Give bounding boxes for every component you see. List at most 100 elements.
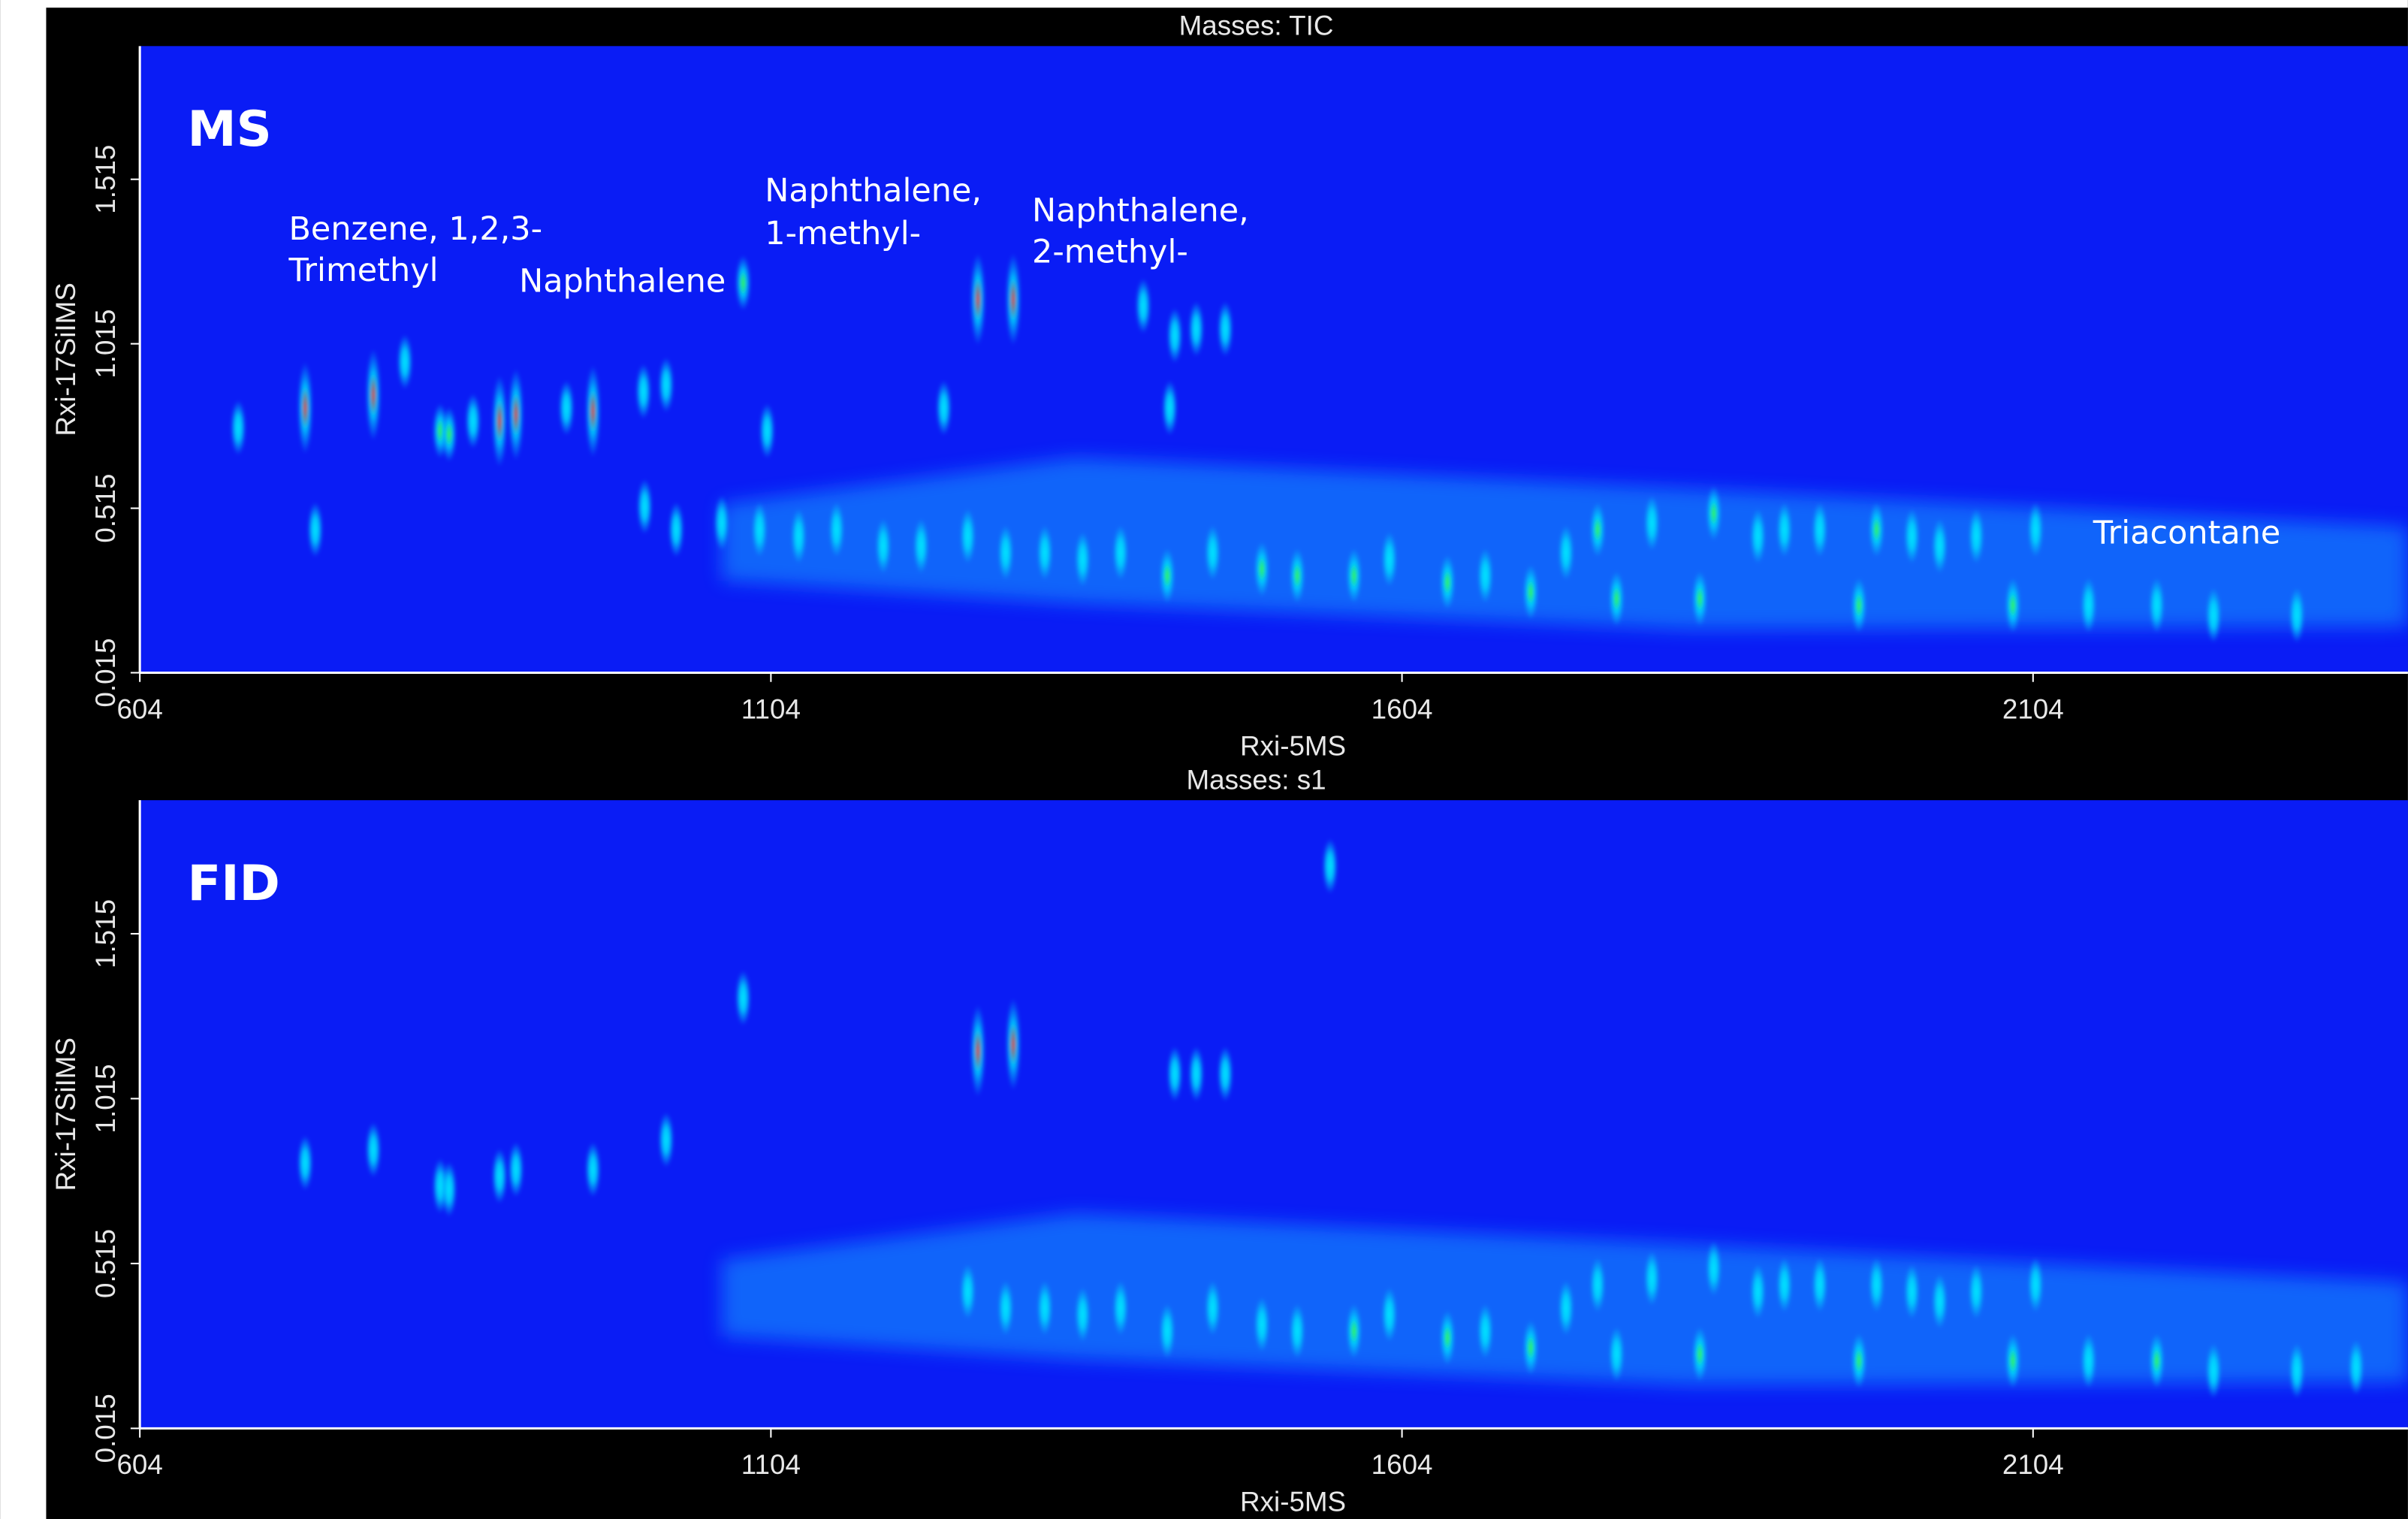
peak	[465, 393, 481, 449]
peak	[759, 403, 775, 459]
peak	[1812, 1257, 1828, 1313]
peak	[365, 349, 382, 441]
x-tick-label: 604	[116, 1449, 162, 1480]
peak	[1439, 554, 1456, 610]
x-tick-label: 1604	[1371, 693, 1433, 724]
peak	[1159, 548, 1175, 604]
peak	[441, 406, 457, 462]
peak	[658, 357, 674, 413]
peak	[1075, 531, 1091, 587]
peak-annotation: Naphthalene,	[1032, 192, 1249, 229]
peak	[1005, 998, 1021, 1091]
peak	[1112, 1280, 1129, 1336]
peak	[558, 380, 575, 436]
peak	[1289, 1303, 1305, 1359]
peak	[1706, 1240, 1722, 1297]
peak	[828, 502, 844, 557]
peak	[1589, 502, 1606, 557]
peak	[668, 502, 684, 557]
peak	[960, 508, 976, 564]
peak	[960, 1264, 976, 1320]
peak	[997, 1280, 1014, 1336]
peak	[1904, 1264, 1920, 1320]
x-tick-label: 604	[116, 693, 162, 724]
peak	[1589, 1257, 1606, 1313]
peak	[508, 368, 524, 461]
peak	[752, 502, 768, 557]
x-tick-label: 1604	[1371, 1449, 1433, 1480]
peak	[1254, 1297, 1270, 1352]
peak	[1691, 571, 1708, 627]
peak	[997, 524, 1014, 581]
peak-annotation: Naphthalene	[519, 262, 726, 300]
y-tick-label: 0.515	[90, 474, 121, 543]
peak	[1812, 502, 1828, 557]
x-tick-label: 2104	[2002, 693, 2064, 724]
panel-label: MS	[188, 101, 272, 158]
peak-annotation: Triacontane	[2093, 515, 2281, 552]
peak	[441, 1161, 457, 1217]
peak	[1776, 502, 1792, 557]
peak	[1522, 1320, 1539, 1376]
peak	[2027, 1257, 2044, 1313]
peak	[1289, 548, 1305, 604]
peak	[1162, 380, 1178, 436]
peak	[2289, 587, 2305, 643]
peak	[1609, 571, 1625, 627]
peak	[1166, 1046, 1183, 1102]
peak	[1477, 1303, 1493, 1359]
peak	[1037, 1280, 1053, 1336]
plot-content	[297, 838, 2408, 1399]
peak	[1112, 524, 1129, 581]
peak	[1644, 1250, 1660, 1306]
peak	[1644, 495, 1660, 551]
peak	[1439, 1309, 1456, 1366]
peak	[397, 334, 413, 390]
x-axis-label: Rxi-5MS	[1240, 730, 1346, 761]
peak	[714, 495, 730, 551]
y-tick-label: 1.015	[90, 310, 121, 379]
peak	[2005, 577, 2021, 633]
peak	[2081, 1333, 2096, 1389]
x-tick-label: 1104	[741, 693, 801, 724]
peak	[1205, 1280, 1221, 1336]
peak	[1750, 1264, 1766, 1320]
peak	[735, 255, 751, 311]
peak	[1218, 1046, 1233, 1102]
peak	[585, 1142, 601, 1197]
peak	[1932, 1273, 1948, 1330]
peak	[1558, 1280, 1574, 1336]
peak	[1706, 485, 1722, 541]
peak	[585, 365, 601, 458]
peak	[1750, 508, 1766, 564]
peak	[1381, 531, 1398, 587]
peak	[1159, 1303, 1175, 1359]
peak	[231, 400, 246, 456]
y-axis-label: Rxi-17SiIMS	[50, 282, 81, 436]
peak	[1851, 1333, 1867, 1389]
peak	[637, 479, 653, 535]
peak	[970, 1004, 986, 1098]
y-tick-label: 0.515	[90, 1229, 121, 1298]
peak	[1005, 253, 1021, 346]
peak	[1869, 1257, 1884, 1313]
peak	[1968, 508, 1984, 564]
chart-title: Masses: s1	[1186, 764, 1326, 795]
peak	[2348, 1339, 2364, 1395]
peak-annotation: Trimethyl	[288, 252, 438, 289]
peak	[1254, 541, 1270, 597]
peak	[2289, 1342, 2305, 1399]
y-tick-label: 1.515	[90, 145, 121, 214]
peak	[365, 1122, 382, 1178]
peak	[1075, 1287, 1091, 1342]
peak	[2027, 502, 2044, 557]
peak	[1135, 278, 1151, 334]
peak	[307, 502, 323, 557]
peak	[491, 1148, 508, 1204]
peak	[1869, 502, 1884, 557]
peak	[1558, 524, 1574, 581]
peak	[1851, 577, 1867, 633]
peak	[2005, 1333, 2021, 1389]
peak	[1904, 508, 1920, 564]
